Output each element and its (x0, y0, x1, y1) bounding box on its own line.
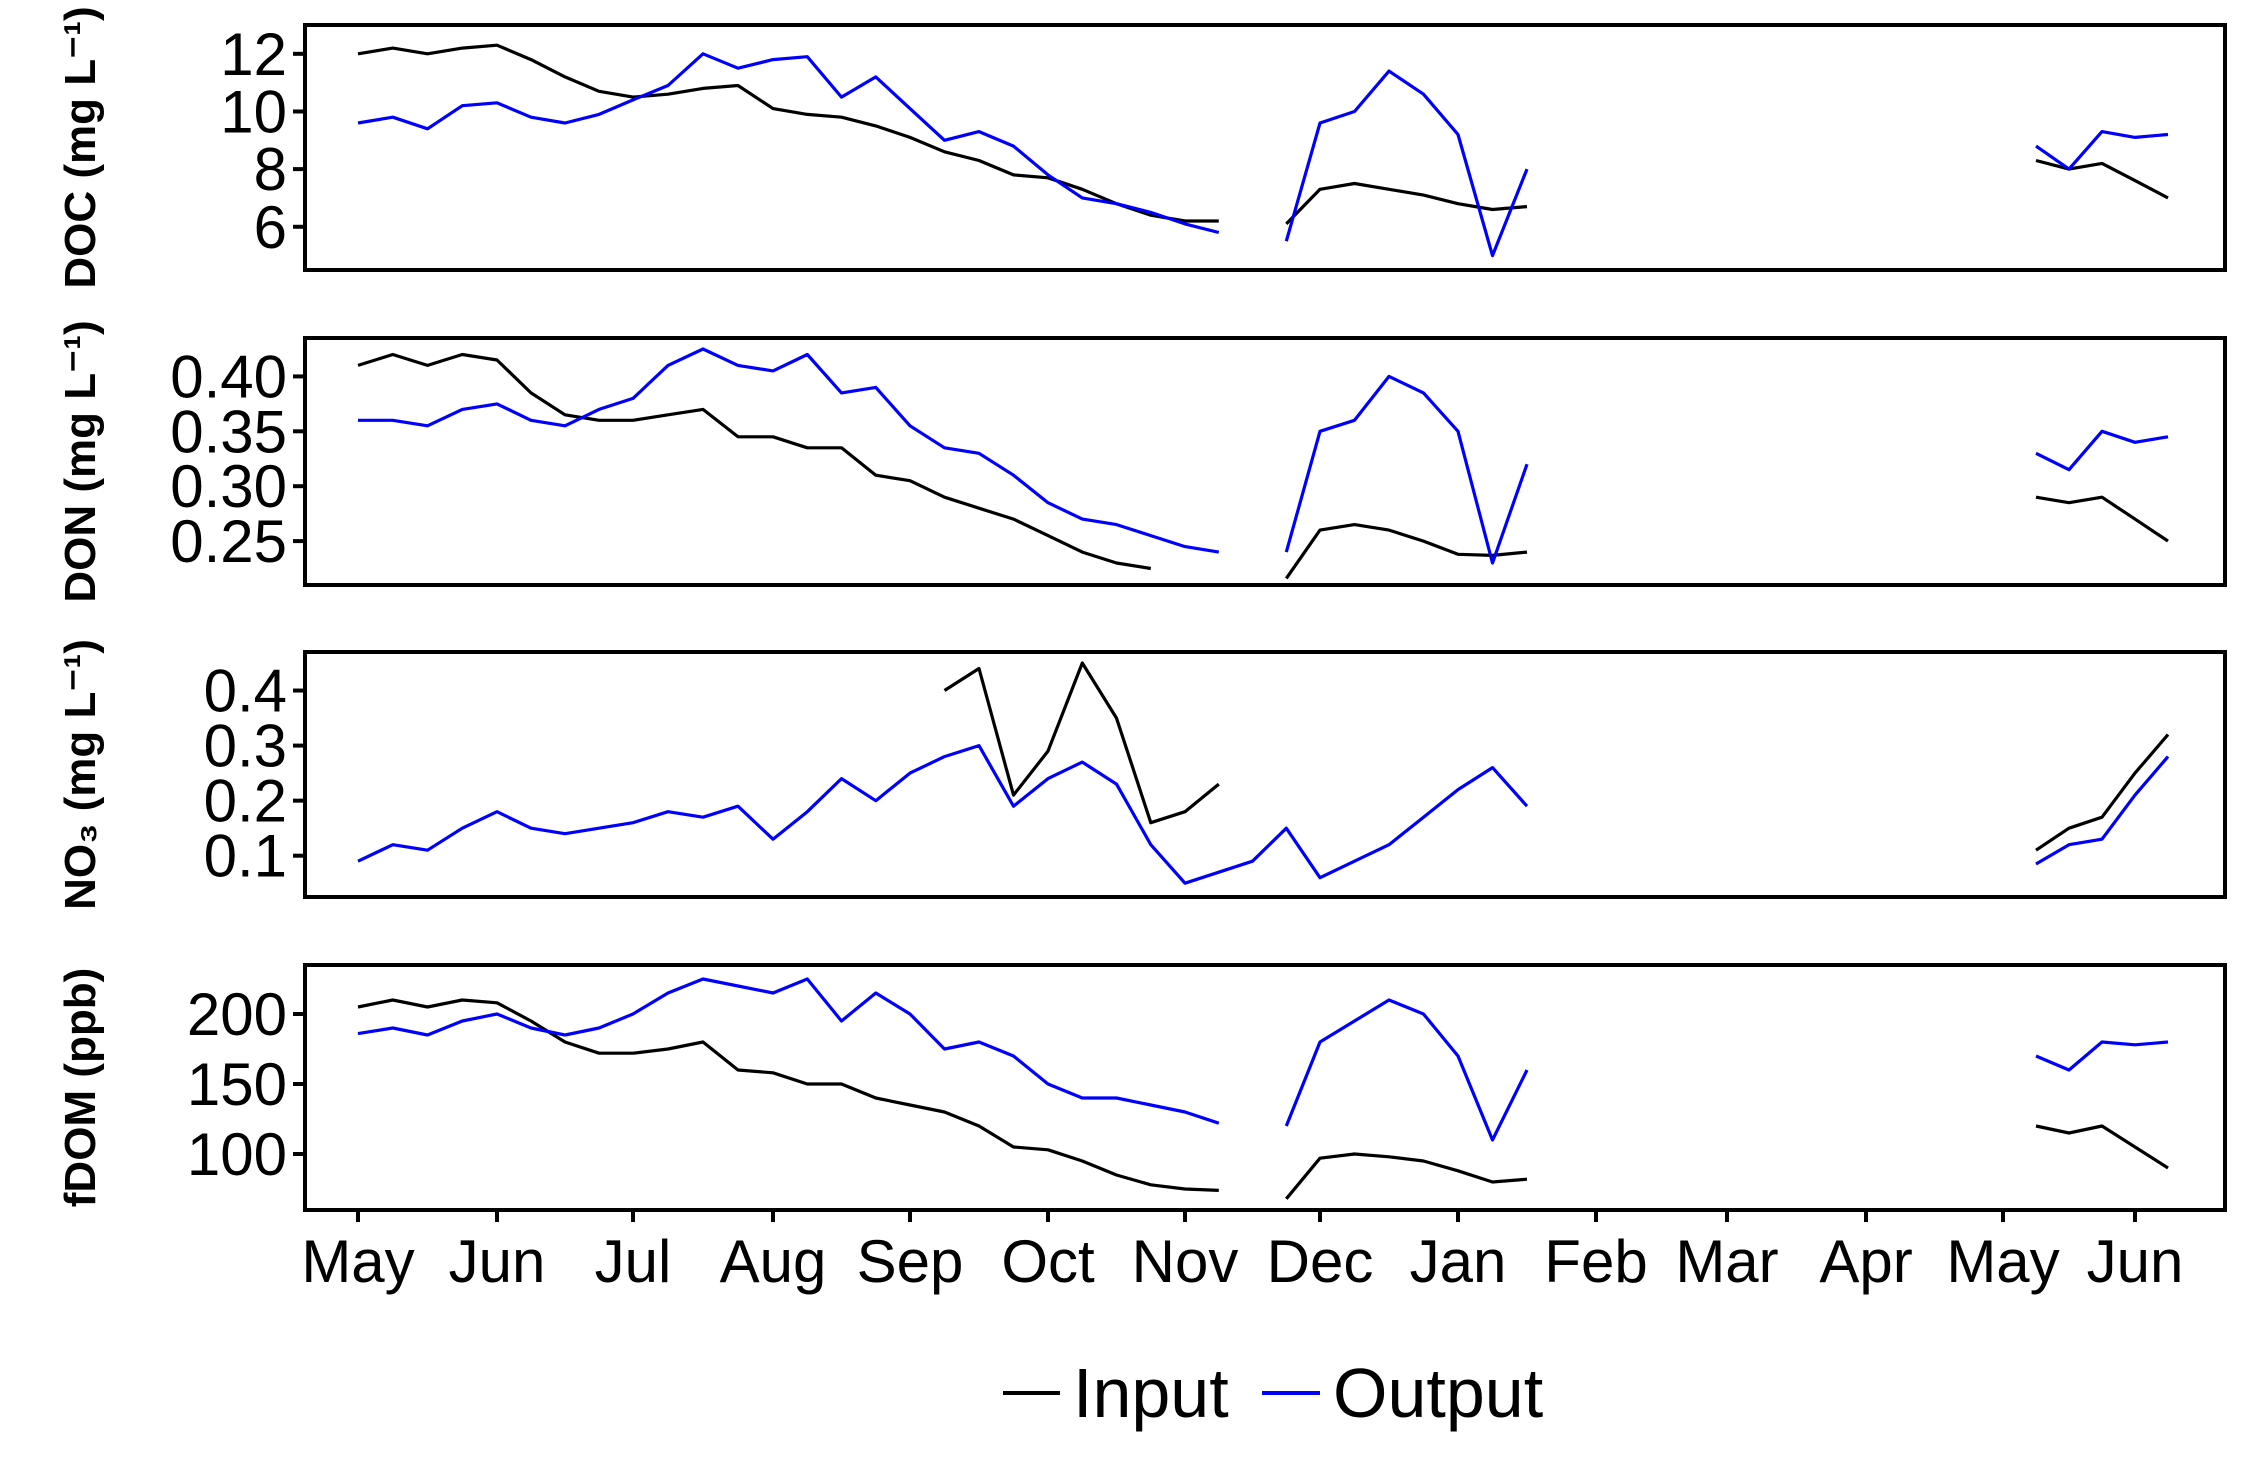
y-tick-label: 12 (220, 21, 287, 88)
x-tick-label-oct: Oct (1001, 1228, 1095, 1295)
x-tick-label-jun-2: Jun (2087, 1228, 2184, 1295)
x-tick-label-sep: Sep (857, 1228, 964, 1295)
x-tick-label-jun: Jun (449, 1228, 546, 1295)
y-axis-label-doc: DOC (mg L⁻¹) (56, 6, 105, 288)
x-tick-label-jul: Jul (595, 1228, 672, 1295)
x-axis: May Jun Jul Aug Sep Oct Nov Dec Jan Feb Mar Apr May J… (301, 1210, 2183, 1295)
x-tick-label-may-2: May (1946, 1228, 2059, 1295)
series-line-output-doc (357, 52, 2169, 258)
panel-no3: 0.10.20.30.4 NO₃ (mg L⁻¹) (56, 639, 2227, 910)
y-tick-label: 200 (187, 981, 287, 1048)
series-line-input-doc (357, 43, 2169, 226)
series-line-output-no3 (357, 744, 2170, 885)
panel-frame (303, 650, 2227, 899)
y-tick-label: 0.3 (204, 713, 287, 780)
y-tick-label: 0.4 (204, 658, 287, 725)
y-axis-label-don: DON (mg L⁻¹) (56, 320, 105, 602)
series-line-output-don (358, 347, 2169, 565)
x-tick-label-aug: Aug (720, 1228, 827, 1295)
y-tick-label: 150 (187, 1051, 287, 1118)
legend-label-output: Output (1333, 1354, 1543, 1432)
x-tick-label-feb: Feb (1544, 1228, 1647, 1295)
y-tick-label: 0.40 (170, 343, 287, 410)
x-tick-label-may: May (301, 1228, 414, 1295)
y-axis-label-fdom: fDOM (ppb) (56, 968, 105, 1207)
x-tick-label-apr: Apr (1819, 1228, 1912, 1295)
panel-frame (303, 963, 2227, 1212)
y-axis-label-no3: NO₃ (mg L⁻¹) (56, 639, 105, 910)
y-tick-label: 8 (254, 136, 287, 203)
y-tick-label: 0.1 (204, 823, 287, 890)
y-tick-label: 100 (187, 1121, 287, 1188)
x-tick-label-jan: Jan (1410, 1228, 1507, 1295)
x-tick-label-nov: Nov (1132, 1228, 1239, 1295)
panel-frame (303, 336, 2227, 587)
x-tick-label-mar: Mar (1675, 1228, 1778, 1295)
y-tick-label: 0.30 (170, 453, 287, 520)
x-tick-label-dec: Dec (1267, 1228, 1374, 1295)
y-tick-label: 0.2 (204, 768, 287, 835)
panel-frame (303, 23, 2227, 272)
y-tick-label: 10 (220, 78, 287, 145)
y-tick-label: 0.35 (170, 398, 287, 465)
legend-label-input: Input (1073, 1354, 1229, 1432)
series-line-input-no3 (943, 661, 2170, 852)
y-tick-label: 0.25 (170, 508, 287, 575)
y-tick-label: 6 (254, 194, 287, 261)
series-line-input-fdom (357, 998, 2169, 1200)
legend: Input Output (1003, 1354, 1543, 1432)
series-line-output-fdom (357, 977, 2169, 1142)
series-line-input-don (357, 352, 2169, 580)
panel-don: 0.250.300.350.40 DON (mg L⁻¹) (56, 320, 2227, 603)
